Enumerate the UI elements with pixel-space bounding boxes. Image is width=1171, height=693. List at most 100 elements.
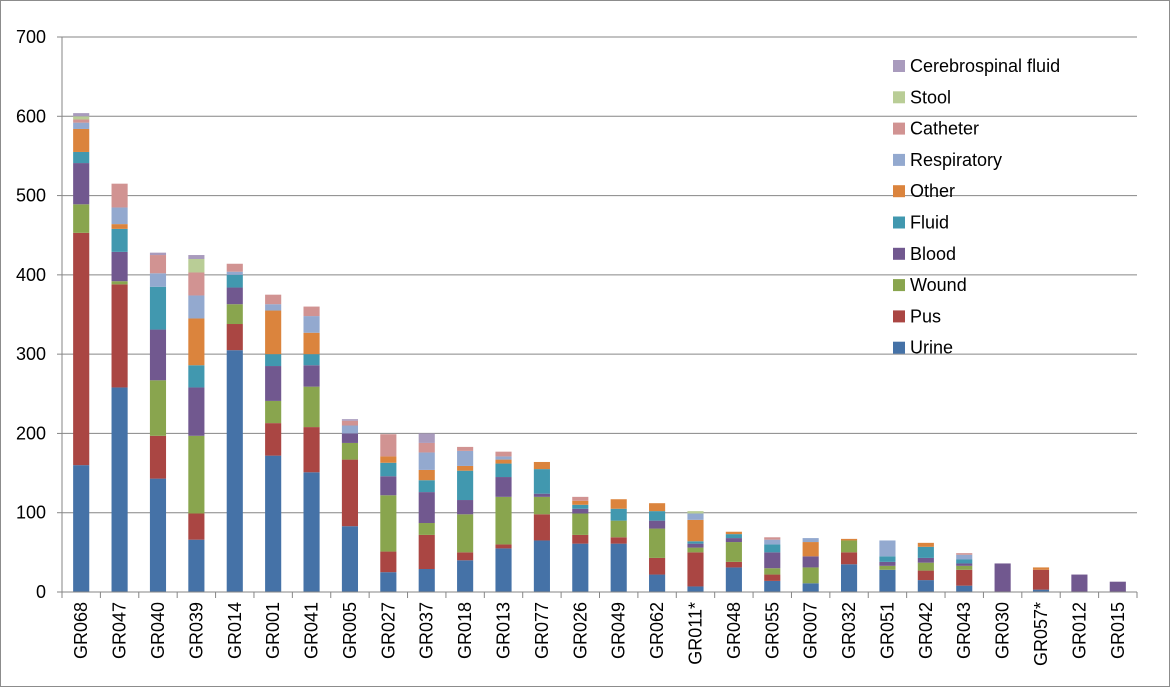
legend-swatch bbox=[893, 310, 905, 323]
bar-segment-catheter bbox=[73, 119, 90, 123]
bar-segment-respiratory bbox=[457, 450, 474, 466]
bar-segment-pus bbox=[610, 537, 627, 544]
bar-segment-urine bbox=[956, 585, 973, 592]
bar-segment-wound bbox=[956, 565, 973, 570]
bar-segment-catheter bbox=[380, 434, 397, 457]
legend-swatch bbox=[893, 60, 905, 72]
bar-segment-other bbox=[610, 499, 627, 509]
bar-segment-catheter bbox=[457, 446, 474, 451]
bar-segment-wound bbox=[73, 204, 90, 233]
legend-label: Pus bbox=[910, 306, 941, 326]
bar-segment-blood bbox=[649, 520, 666, 529]
bar-segment-wound bbox=[610, 520, 627, 538]
bar-segment-fluid bbox=[764, 544, 781, 553]
bar-segment-pus bbox=[226, 324, 243, 351]
x-tick-label: GR048 bbox=[724, 602, 744, 659]
bar-segment-catheter bbox=[495, 451, 512, 457]
bar-segment-stool bbox=[687, 511, 704, 514]
bar-segment-urine bbox=[879, 569, 896, 592]
bar-segment-urine bbox=[610, 543, 627, 592]
bar-segment-urine bbox=[495, 548, 512, 592]
bar-segment-wound bbox=[341, 442, 359, 460]
bar-segment-wound bbox=[840, 540, 858, 553]
x-tick-label: GR043 bbox=[954, 602, 974, 659]
bar-segment-fluid bbox=[956, 559, 973, 564]
legend-swatch bbox=[893, 185, 905, 198]
bar-segment-fluid bbox=[725, 534, 742, 539]
bar-segment-other bbox=[303, 332, 320, 355]
bar-segment-blood bbox=[687, 543, 704, 548]
bar-segment-respiratory bbox=[802, 538, 819, 543]
bar-segment-fluid bbox=[649, 511, 666, 521]
bar-segment-urine bbox=[418, 569, 435, 592]
bar-segment-fluid bbox=[265, 354, 282, 367]
bar-segment-respiratory bbox=[495, 456, 512, 460]
bar-segment-respiratory bbox=[687, 513, 704, 520]
bar-segment-wound bbox=[879, 565, 896, 570]
bar-segment-other bbox=[73, 128, 90, 152]
bar-segment-fluid bbox=[149, 286, 167, 330]
legend-label: Fluid bbox=[910, 213, 949, 233]
bar-segment-other bbox=[457, 465, 474, 471]
legend-swatch bbox=[893, 247, 905, 260]
x-tick-label: GR055 bbox=[762, 602, 782, 659]
bar-segment-blood bbox=[149, 329, 167, 381]
bar-segment-fluid bbox=[111, 228, 128, 252]
bar-segment-pus bbox=[73, 232, 90, 466]
x-tick-label: GR027 bbox=[378, 602, 398, 659]
x-tick-label: GR011* bbox=[685, 602, 705, 665]
bar-segment-pus bbox=[303, 427, 320, 473]
bar-segment-other bbox=[802, 542, 819, 557]
bar-segment-catheter bbox=[188, 272, 205, 296]
x-tick-label: GR042 bbox=[916, 602, 936, 659]
bar-segment-blood bbox=[226, 287, 243, 305]
legend-label: Other bbox=[910, 181, 955, 201]
x-tick-label: GR005 bbox=[340, 602, 360, 659]
bar-segment-wound bbox=[149, 380, 167, 436]
bar-segment-urine bbox=[188, 539, 205, 592]
bar-segment-wound bbox=[188, 435, 205, 514]
bar-segment-cerebrospinal-fluid bbox=[149, 252, 167, 256]
bar-segment-blood bbox=[188, 387, 205, 436]
bar-segment-other bbox=[725, 531, 742, 535]
bar-segment-wound bbox=[764, 568, 781, 575]
x-tick-label: GR037 bbox=[417, 602, 437, 659]
bar-segment-cerebrospinal-fluid bbox=[188, 255, 205, 259]
bar-segment-wound bbox=[111, 281, 128, 285]
legend-label: Urine bbox=[910, 338, 953, 358]
bar-segment-blood bbox=[495, 477, 512, 497]
bar-segment-blood bbox=[572, 508, 589, 514]
legend-swatch bbox=[893, 122, 905, 135]
bar-segment-respiratory bbox=[188, 295, 205, 319]
bar-segment-urine bbox=[226, 350, 243, 592]
bar-segment-catheter bbox=[149, 255, 167, 274]
bar-segment-blood bbox=[265, 366, 282, 401]
bar-segment-pus bbox=[188, 513, 205, 540]
legend-swatch bbox=[893, 153, 905, 166]
bar-segment-wound bbox=[687, 547, 704, 553]
bar-segment-blood bbox=[994, 563, 1011, 592]
bar-segment-blood bbox=[879, 561, 896, 566]
bar-segment-catheter bbox=[341, 420, 359, 426]
bar-segment-fluid bbox=[188, 365, 205, 388]
x-tick-label: GR077 bbox=[532, 602, 552, 659]
legend-label: Respiratory bbox=[910, 150, 1002, 170]
bar-segment-pus bbox=[840, 552, 858, 565]
bar-segment-urine bbox=[840, 564, 858, 592]
bar-segment-wound bbox=[265, 400, 282, 424]
bar-segment-fluid bbox=[73, 151, 90, 164]
x-tick-label: GR007 bbox=[801, 602, 821, 659]
bar-segment-pus bbox=[917, 570, 934, 581]
bar-segment-urine bbox=[341, 526, 359, 592]
legend-swatch bbox=[893, 341, 905, 354]
bar-segment-urine bbox=[572, 543, 589, 592]
bar-segment-fluid bbox=[495, 463, 512, 478]
bar-segment-urine bbox=[687, 586, 704, 592]
bar-segment-pus bbox=[341, 459, 359, 527]
bar-segment-blood bbox=[341, 433, 359, 443]
y-tick-label: 100 bbox=[16, 503, 46, 523]
bar-segment-respiratory bbox=[956, 554, 973, 560]
bar-segment-fluid bbox=[572, 504, 589, 509]
bar-segment-urine bbox=[73, 465, 90, 592]
